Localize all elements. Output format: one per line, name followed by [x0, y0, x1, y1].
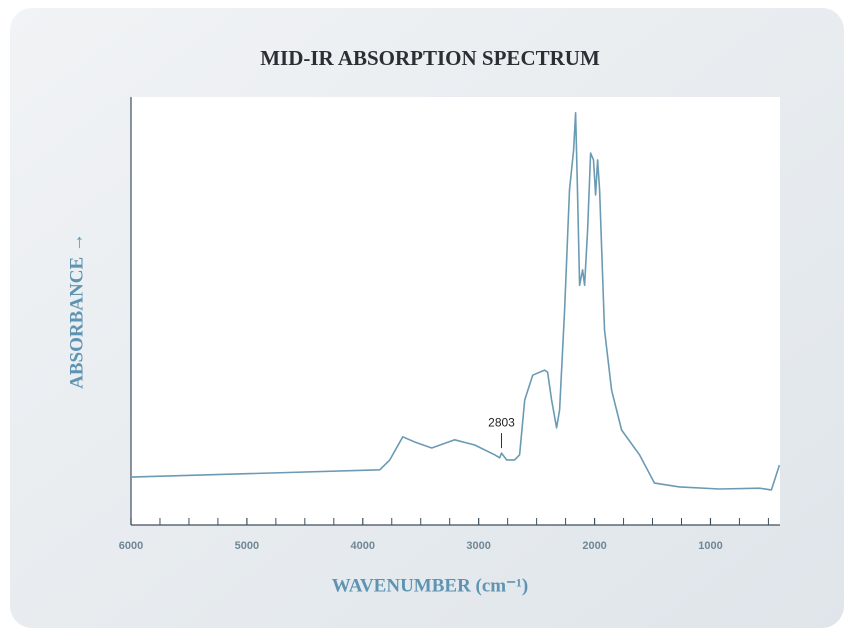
spectrum-line	[130, 112, 781, 491]
x-tick-label: 1000	[698, 540, 722, 552]
x-tick-label: 4000	[351, 540, 375, 552]
x-tick-label: 6000	[119, 540, 143, 552]
y-axis-label: ABSORBANCE →	[66, 233, 87, 389]
chart-title: MID-IR ABSORPTION SPECTRUM	[260, 46, 600, 70]
annotation-label: 2803	[488, 415, 515, 429]
x-axis-label: WAVENUMBER (cm⁻¹)	[332, 575, 528, 596]
x-tick-label: 2000	[582, 540, 606, 552]
plot-area	[131, 97, 780, 525]
x-tick-label: 3000	[466, 540, 490, 552]
x-tick-label: 5000	[235, 540, 259, 552]
